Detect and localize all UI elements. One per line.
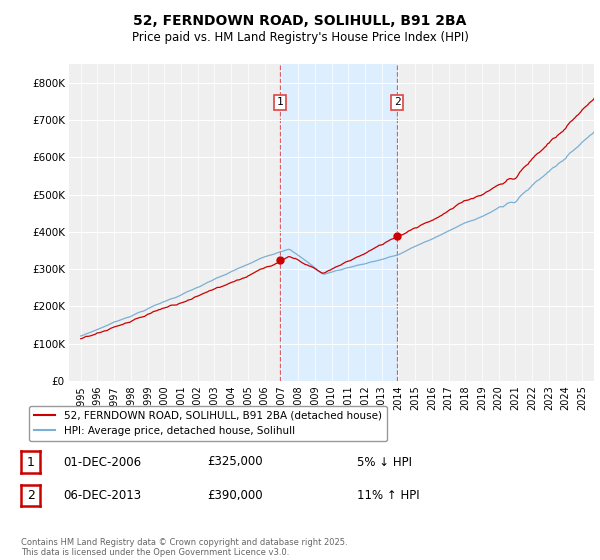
Text: 1: 1 bbox=[277, 97, 283, 108]
Text: 06-DEC-2013: 06-DEC-2013 bbox=[63, 489, 141, 502]
Bar bbox=[280, 64, 397, 381]
Text: 52, FERNDOWN ROAD, SOLIHULL, B91 2BA: 52, FERNDOWN ROAD, SOLIHULL, B91 2BA bbox=[133, 14, 467, 28]
Text: Price paid vs. HM Land Registry's House Price Index (HPI): Price paid vs. HM Land Registry's House … bbox=[131, 31, 469, 44]
Text: £390,000: £390,000 bbox=[207, 489, 263, 502]
Text: 11% ↑ HPI: 11% ↑ HPI bbox=[357, 489, 419, 502]
Text: 01-DEC-2006: 01-DEC-2006 bbox=[63, 455, 141, 469]
Text: 1: 1 bbox=[27, 455, 35, 469]
Text: 2: 2 bbox=[394, 97, 400, 108]
Text: Contains HM Land Registry data © Crown copyright and database right 2025.
This d: Contains HM Land Registry data © Crown c… bbox=[21, 538, 347, 557]
Text: 2: 2 bbox=[27, 489, 35, 502]
Legend: 52, FERNDOWN ROAD, SOLIHULL, B91 2BA (detached house), HPI: Average price, detac: 52, FERNDOWN ROAD, SOLIHULL, B91 2BA (de… bbox=[29, 405, 387, 441]
Text: 5% ↓ HPI: 5% ↓ HPI bbox=[357, 455, 412, 469]
Text: £325,000: £325,000 bbox=[207, 455, 263, 469]
